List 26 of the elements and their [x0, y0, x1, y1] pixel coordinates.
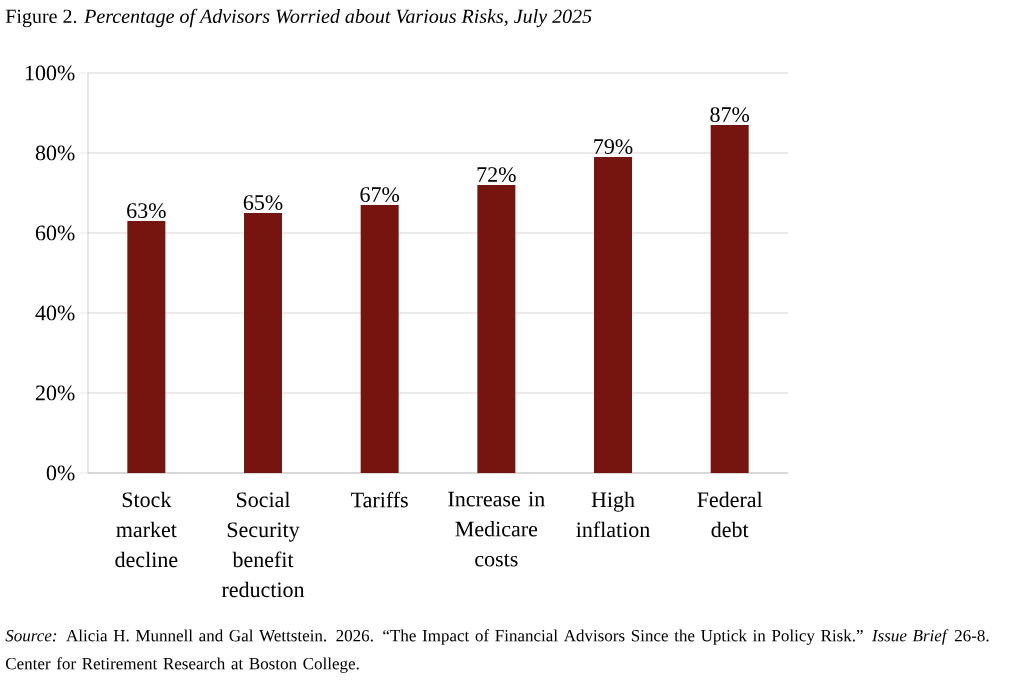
bar	[360, 204, 399, 473]
y-tick-label: 40%	[35, 305, 75, 321]
data-label: 72%	[477, 167, 516, 183]
y-tick-label: 80%	[35, 145, 75, 161]
bar	[127, 220, 166, 473]
data-label: 87%	[710, 107, 750, 123]
text: Source: Alicia H. Munnell and Gal Wettstein. 2026. “The Impact of Financial Advisors Since the Uptick in Policy Risk.” Issue Brief 26-8. Center for Retirement Research at Boston College.	[5, 629, 989, 673]
bar	[477, 184, 516, 473]
y-tick-label: 100%	[25, 65, 75, 81]
data-label: 79%	[594, 139, 633, 155]
x-tick-label: Tariffs	[351, 491, 408, 508]
x-tick-label: Social Security benefit reduction	[221, 491, 305, 598]
x-tick-label: High inflation	[576, 491, 650, 538]
x-tick-label: Federal debt	[697, 491, 763, 538]
bar	[594, 156, 633, 473]
bar	[244, 212, 283, 473]
data-label: 65%	[243, 195, 283, 211]
y-tick-label: 20%	[35, 385, 75, 401]
data-label: 63%	[127, 203, 166, 219]
x-tick-label: Increase in Medicare costs	[448, 491, 545, 567]
bar	[710, 124, 749, 473]
y-tick-label: 0%	[46, 465, 75, 481]
data-label: 67%	[360, 187, 400, 203]
chart-title: Figure 2. Percentage of Advisors Worried about Various Risks, July 2025	[5, 8, 592, 28]
y-tick-label: 60%	[35, 225, 75, 241]
x-tick-label: Stock market decline	[115, 491, 178, 568]
